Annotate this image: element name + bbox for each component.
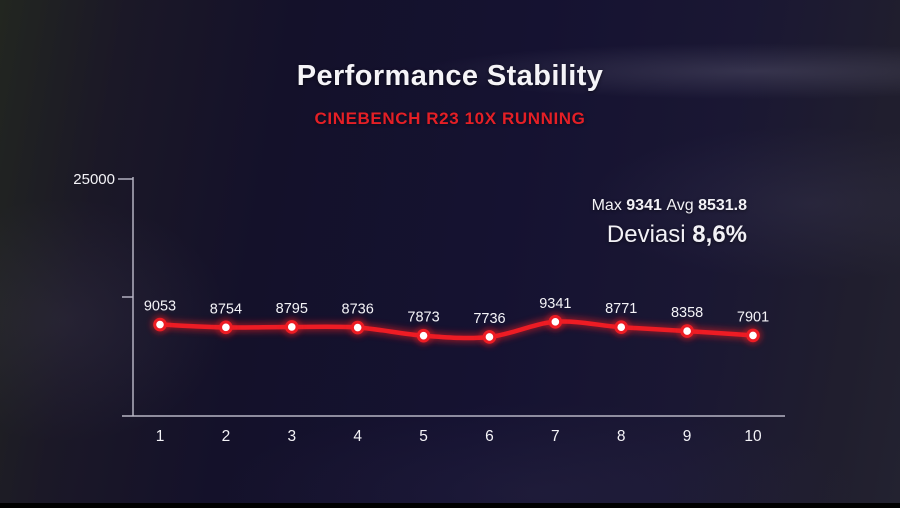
x-tick-label: 8 <box>617 428 626 445</box>
data-point <box>219 320 233 335</box>
page-title: Performance Stability <box>296 60 604 92</box>
data-point-label: 7873 <box>407 310 439 326</box>
max-label: Max <box>591 197 622 214</box>
data-point-label: 8358 <box>671 305 703 321</box>
page-subtitle: CINEBENCH R23 10X RUNNING <box>314 109 586 128</box>
x-tick-label: 1 <box>156 428 165 445</box>
data-point-label: 9341 <box>539 296 571 312</box>
x-tick-label: 2 <box>222 428 231 445</box>
x-tick-label: 10 <box>744 428 762 445</box>
data-point <box>284 320 299 334</box>
x-tick-label: 6 <box>485 428 494 445</box>
data-point-label: 8771 <box>605 301 637 317</box>
data-point-label: 8795 <box>276 301 308 317</box>
data-point-label: 8754 <box>210 301 242 317</box>
x-tick-label: 7 <box>551 428 560 445</box>
performance-line <box>157 319 756 341</box>
deviation-label: Deviasi <box>606 221 686 248</box>
data-point <box>416 328 431 343</box>
data-point <box>482 330 497 344</box>
avg-value: 8531.8 <box>698 197 747 214</box>
data-point <box>746 328 760 343</box>
data-point-label: 7736 <box>473 311 505 327</box>
deviation-line: Deviasi 8,6% <box>592 221 747 249</box>
data-point <box>680 324 694 338</box>
x-tick-label: 4 <box>353 428 362 445</box>
x-tick-label: 5 <box>419 428 428 445</box>
data-point <box>153 317 167 332</box>
y-axis-max-label: 25000 <box>73 171 115 188</box>
stats-block: Max 9341 Avg 8531.8 Deviasi 8,6% <box>592 197 747 249</box>
data-point-label: 8736 <box>342 302 374 318</box>
avg-label: Avg <box>666 197 694 214</box>
x-tick-label: 3 <box>287 428 296 445</box>
max-value: 9341 <box>626 197 662 214</box>
data-point-label: 7901 <box>737 309 769 325</box>
max-avg-line: Max 9341 Avg 8531.8 <box>592 197 747 215</box>
data-point <box>350 320 365 335</box>
x-tick-label: 9 <box>683 428 692 445</box>
letterbox-bar <box>0 503 900 508</box>
deviation-value: 8,6% <box>692 221 747 248</box>
data-point <box>548 315 563 329</box>
data-point-label: 9053 <box>144 299 176 315</box>
data-point <box>614 320 629 335</box>
